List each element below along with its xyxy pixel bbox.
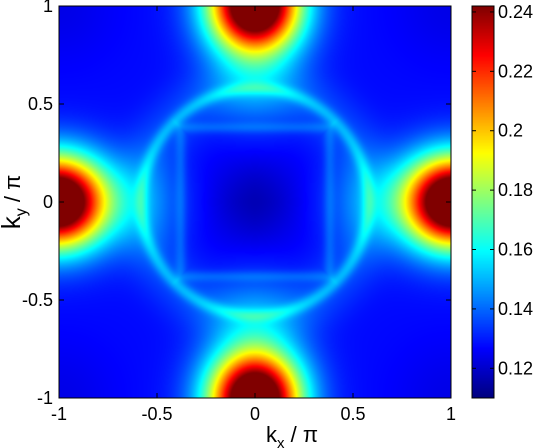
y-tick-label: 1 (43, 0, 53, 16)
y-tick-label: -1 (37, 388, 53, 408)
y-axis-label: ky / π (0, 175, 30, 230)
x-tick-label: -0.5 (141, 404, 172, 424)
y-tick-label: 0 (43, 192, 53, 212)
y-tick-label: -0.5 (22, 290, 53, 310)
colorbar-tick-label: 0.24 (498, 2, 533, 22)
axes: -1 -0.5 0 0.5 1 -1 -0.5 0 0.5 1 0.12 0.14 0.16 0.18 0.… (0, 0, 533, 448)
colorbar-tick-label: 0.22 (498, 61, 533, 81)
colorbar (472, 6, 494, 398)
x-axis-label: kx / π (266, 422, 318, 448)
heatmap-canvas (59, 6, 451, 398)
colorbar-canvas (472, 6, 494, 398)
colorbar-tick-label: 0.16 (498, 240, 533, 260)
colorbar-tick-label: 0.14 (498, 299, 533, 319)
colorbar-tick-label: 0.12 (498, 358, 533, 378)
x-tick-label: -1 (51, 404, 67, 424)
colorbar-frame (471, 5, 495, 399)
y-tick-label: 0.5 (28, 94, 53, 114)
heatmap-plot-area (59, 6, 451, 398)
x-tick-label: 0.5 (340, 404, 365, 424)
colorbar-tick-label: 0.18 (498, 180, 533, 200)
x-tick-label: 0 (250, 404, 260, 424)
x-tick-label: 1 (446, 404, 456, 424)
colorbar-tick-label: 0.2 (498, 121, 523, 141)
